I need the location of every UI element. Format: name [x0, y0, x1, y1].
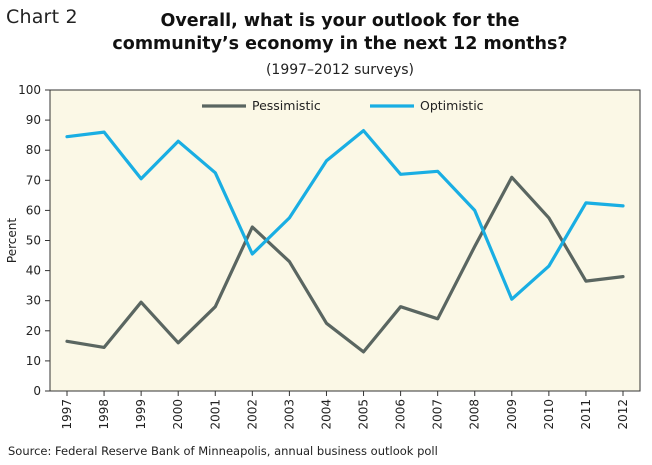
y-tick-label: 80 [26, 143, 41, 157]
legend: Pessimistic Optimistic [202, 98, 484, 113]
y-tick-label: 0 [33, 384, 41, 398]
x-tick-label: 1998 [97, 399, 111, 430]
x-tick-label: 2000 [171, 399, 185, 430]
x-tick-label: 2010 [542, 399, 556, 430]
x-tick-label: 2006 [394, 399, 408, 430]
chart-number-label: Chart 2 [6, 6, 78, 28]
x-tick-label: 2007 [431, 399, 445, 430]
series-lines [65, 129, 625, 354]
x-tick-label: 2002 [245, 399, 259, 430]
y-tick-label: 60 [26, 203, 41, 217]
series-line-optimistic [65, 129, 625, 301]
legend-label-optimistic: Optimistic [420, 98, 484, 113]
y-tick-label: 50 [26, 234, 41, 248]
plot-area [49, 89, 641, 392]
x-tick-label: 2012 [616, 399, 630, 430]
x-axis: 1997 1998 1999 2000 2001 2002 2003 2004 2005 2006… [60, 391, 630, 430]
x-tick-label: 2005 [357, 399, 371, 430]
x-tick-label: 2008 [468, 399, 482, 430]
x-tick-label: 1999 [134, 399, 148, 430]
x-tick-label: 2003 [282, 399, 296, 430]
x-tick-label: 2009 [505, 399, 519, 430]
y-axis-title: Percent [5, 218, 19, 263]
x-tick-label: 2001 [208, 399, 222, 430]
chart-subtitle: (1997–2012 surveys) [265, 62, 415, 78]
source-note: Source: Federal Reserve Bank of Minneapo… [8, 444, 438, 458]
x-tick-label: 2004 [319, 399, 333, 430]
y-tick-label: 20 [26, 324, 41, 338]
series-line-pessimistic [65, 175, 625, 354]
y-tick-label: 100 [18, 83, 41, 97]
y-tick-label: 70 [26, 173, 41, 187]
y-axis: 0 10 20 30 40 50 60 70 80 90 100 [18, 83, 50, 398]
y-tick-label: 90 [26, 113, 41, 127]
y-tick-label: 10 [26, 354, 41, 368]
chart-title: Overall, what is your outlook for the co… [112, 11, 568, 54]
y-tick-label: 30 [26, 294, 41, 308]
y-tick-label: 40 [26, 264, 41, 278]
legend-label-pessimistic: Pessimistic [252, 98, 321, 113]
x-tick-label: 2011 [579, 399, 593, 430]
x-tick-label: 1997 [60, 399, 74, 430]
